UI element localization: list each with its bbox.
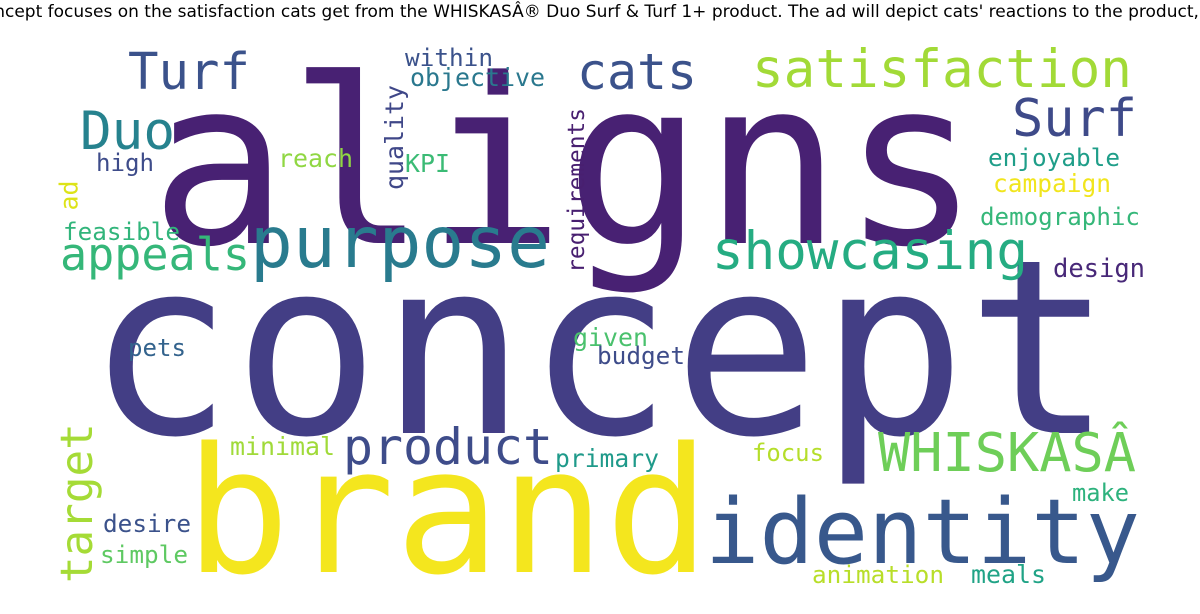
word-concept: concept — [86, 208, 1114, 491]
word-budget: budget — [597, 341, 685, 370]
word-feasible: feasible — [63, 217, 180, 246]
word-purpose: purpose — [250, 201, 551, 284]
word-identity: identity — [705, 479, 1140, 585]
word-cloud: concept aligns brand identity purpose satisfa… — [51, 31, 1146, 614]
word-cats: cats — [577, 42, 697, 101]
word-high: high — [96, 149, 154, 177]
word-aligns: aligns — [150, 31, 980, 298]
word-duo: Duo — [80, 101, 175, 162]
word-kpi: KPI — [405, 148, 450, 178]
word-desire: desire — [103, 509, 191, 538]
word-showcasing: showcasing — [712, 221, 1028, 282]
word-demographic: demographic — [980, 203, 1140, 231]
word-quality: quality — [379, 84, 409, 190]
word-satisfaction: satisfaction — [752, 38, 1132, 100]
word-objective: objective — [410, 63, 545, 92]
word-whiskas-: WHISKASÂ — [878, 420, 1136, 484]
word-primary: primary — [555, 443, 659, 473]
word-target: target — [51, 423, 103, 584]
word-enjoyable: enjoyable — [988, 143, 1120, 172]
word-within: within — [405, 42, 493, 72]
word-appeals: appeals — [60, 228, 250, 281]
word-surf: Surf — [1012, 89, 1138, 149]
chart-title: …concept focuses on the satisfaction cat… — [0, 2, 1200, 22]
word-given: given — [573, 322, 648, 352]
word-turf: Turf — [128, 42, 250, 101]
word-simple: simple — [100, 540, 188, 569]
word-reach: reach — [278, 143, 353, 173]
word-requirements: requirements — [564, 107, 591, 273]
word-meals: meals — [971, 559, 1046, 589]
word-animation: animation — [812, 560, 944, 589]
word-brand: brand — [185, 410, 711, 614]
word-ad: ad — [54, 179, 84, 210]
word-focus: focus — [752, 439, 824, 467]
word-design: design — [1053, 253, 1146, 284]
word-make: make — [1072, 479, 1129, 507]
word-minimal: minimal — [230, 431, 335, 461]
word-product: product — [343, 418, 553, 476]
word-pets: pets — [128, 334, 186, 362]
word-campaign: campaign — [993, 168, 1112, 198]
